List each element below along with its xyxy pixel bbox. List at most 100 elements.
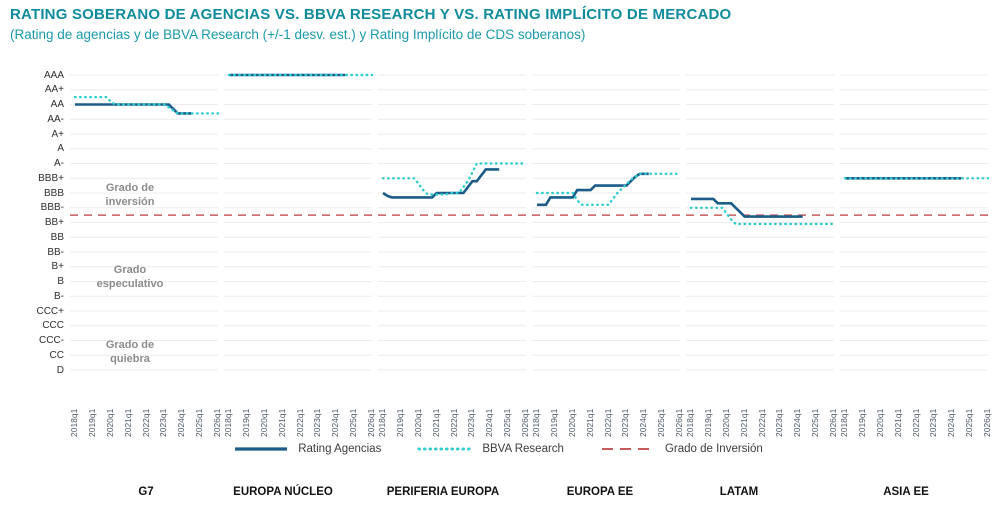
legend-label: Grado de Inversión [664, 443, 763, 455]
y-axis-label: BB- [47, 246, 64, 258]
x-tick-label: 2023q1 [158, 408, 169, 437]
legend-line-bbva-icon [417, 447, 473, 451]
series-rating-agencias [691, 197, 803, 218]
legend-label: Rating Agencias [298, 443, 382, 455]
legend-item-bbva: BBVA Research [417, 443, 564, 455]
panel-label-4: EUROPA EE [566, 486, 634, 498]
x-tick-label: 2025q1 [194, 408, 205, 437]
y-axis-label: CCC- [39, 335, 64, 346]
panel-label-5: LATAM [719, 486, 759, 498]
x-tick-label: 2024q1 [638, 408, 649, 437]
y-axis-label: AA- [47, 113, 64, 125]
series-bbva-research [381, 162, 528, 196]
y-axis-label: B- [54, 290, 64, 302]
y-axis-label: A- [54, 158, 64, 169]
annotation-inversion: Grado de inversión [105, 182, 155, 208]
legend-line-grado-icon [601, 448, 654, 450]
y-axis-label: B [57, 276, 64, 287]
series-rating-agencias [537, 172, 649, 207]
x-tick-label: 2022q1 [756, 408, 767, 437]
x-tick-label: 2019q1 [394, 408, 405, 437]
x-tick-label: 2022q1 [294, 408, 305, 437]
y-axis-label: CCC+ [36, 305, 64, 317]
x-tick-label: 2022q1 [140, 408, 151, 437]
x-tick-label: 2025q1 [810, 408, 821, 437]
x-tick-label: 2024q1 [176, 408, 187, 437]
x-tick-label: 2023q1 [774, 408, 785, 437]
legend: Rating Agencias BBVA Research Grado de Inv… [0, 443, 996, 455]
x-tick-label: 2018q1 [69, 408, 79, 437]
x-tick-label: 2019q1 [702, 408, 713, 437]
y-axis-label: A [57, 143, 64, 155]
x-tick-label: 2020q1 [720, 408, 731, 437]
x-tick-label: 2020q1 [566, 408, 577, 437]
x-tick-label: 2020q1 [412, 408, 423, 437]
x-tick-label: 2019q1 [856, 408, 867, 437]
x-tick-label: 2023q1 [312, 408, 323, 437]
x-tick-label: 2025q1 [656, 408, 667, 437]
y-axis-label: BBB+ [38, 172, 64, 184]
x-tick-label: 2022q1 [448, 408, 459, 437]
y-axis-label: AA [50, 99, 64, 110]
x-tick-label: 2021q1 [430, 408, 441, 437]
x-tick-label: 2019q1 [548, 408, 559, 437]
x-tick-label: 2025q1 [502, 408, 513, 437]
panel-label-1: G7 [138, 486, 154, 498]
series-bbva-research [535, 172, 682, 206]
x-tick-label: 2023q1 [620, 408, 631, 437]
y-axis-label: B+ [51, 261, 64, 273]
panel-label-2: EUROPA NÚCLEO [233, 486, 333, 498]
y-axis-label: BBB [43, 187, 64, 199]
y-axis-label: BB [50, 231, 64, 243]
x-tick-label: 2020q1 [258, 408, 269, 437]
x-tick-label: 2024q1 [484, 408, 495, 437]
x-tick-label: 2024q1 [792, 408, 803, 437]
x-tick-label: 2018q1 [223, 408, 233, 437]
panel-label-6: ASIA EE [883, 486, 929, 498]
y-axis-label: CCC [42, 320, 64, 332]
legend-label: BBVA Research [482, 443, 564, 455]
x-tick-label: 2022q1 [910, 408, 921, 437]
x-tick-label: 2022q1 [602, 408, 613, 437]
legend-item-agencias: Rating Agencias [233, 443, 381, 455]
x-tick-label: 2025q1 [964, 408, 975, 437]
x-tick-label: 2024q1 [330, 408, 341, 437]
x-tick-label: 2018q1 [685, 408, 695, 437]
page-subtitle: (Rating de agencias y de BBVA Research (… [10, 27, 586, 42]
legend-line-agencias-icon [235, 447, 288, 451]
x-tick-label: 2019q1 [86, 408, 97, 437]
x-tick-label: 2023q1 [466, 408, 477, 437]
y-axis-label: BB+ [44, 217, 64, 228]
x-tick-label: 2021q1 [584, 408, 595, 437]
x-tick-label: 2021q1 [276, 408, 287, 437]
x-tick-label: 2018q1 [839, 408, 849, 437]
x-tick-label: 2018q1 [531, 408, 541, 437]
series-rating-agencias [75, 103, 192, 115]
x-tick-label: 2025q1 [348, 408, 359, 437]
annotation-especulativo: Grado especulativo [96, 264, 164, 290]
x-tick-label: 2019q1 [240, 408, 251, 437]
legend-item-grado: Grado de Inversión [600, 443, 763, 455]
x-tick-label: 2021q1 [738, 408, 749, 437]
y-axis-label: A+ [51, 128, 64, 140]
annotation-quiebra: Grado de quiebra [105, 339, 155, 365]
x-tick-label: 2020q1 [874, 408, 885, 437]
y-axis-label: D [56, 364, 64, 376]
series-bbva-research [689, 206, 836, 226]
x-tick-label: 2026q1 [982, 408, 992, 437]
series-rating-agencias [382, 168, 500, 199]
y-axis-label: AA+ [44, 84, 64, 96]
panel-label-3: PERIFERIA EUROPA [386, 486, 500, 498]
x-tick-label: 2020q1 [104, 408, 115, 437]
x-tick-label: 2021q1 [892, 408, 903, 437]
x-tick-label: 2023q1 [928, 408, 939, 437]
y-axis-label: AAA [43, 69, 64, 81]
x-tick-label: 2021q1 [122, 408, 133, 437]
x-tick-label: 2024q1 [946, 408, 957, 437]
x-tick-label: 2018q1 [377, 408, 387, 437]
y-axis-label: CC [49, 349, 64, 361]
y-axis-label: BBB- [40, 202, 64, 214]
page-title: RATING SOBERANO DE AGENCIAS VS. BBVA RES… [10, 6, 732, 23]
